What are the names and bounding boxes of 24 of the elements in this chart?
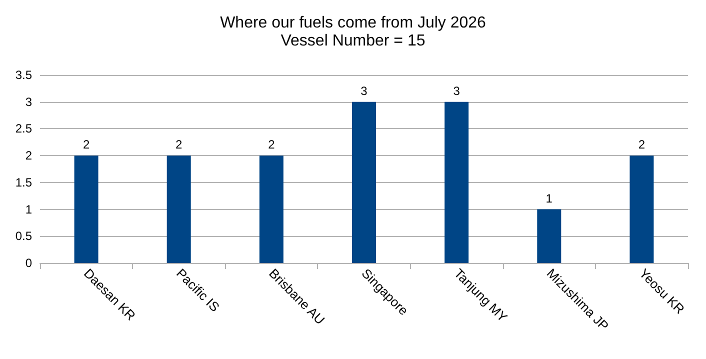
y-tick-label: 2: [25, 148, 32, 163]
bar: [537, 209, 562, 263]
y-tick-label: 1.5: [15, 175, 32, 190]
data-label: 2: [82, 138, 90, 152]
bar: [444, 102, 469, 263]
y-tick-label: 0.5: [15, 229, 32, 244]
y-tick-label: 2.5: [15, 122, 32, 136]
bar: [259, 156, 284, 263]
bar: [352, 102, 376, 263]
y-tick-label: 0: [25, 256, 32, 270]
data-label: 3: [360, 84, 368, 98]
y-tick-label: 1: [25, 202, 32, 216]
data-label: 1: [546, 191, 553, 206]
data-label: 2: [638, 138, 646, 152]
bar: [74, 156, 98, 263]
y-tick-label: 3.5: [15, 68, 32, 82]
data-label: 2: [176, 138, 183, 152]
chart-title: Where our fuels come from July 2026: [220, 14, 486, 32]
bar: [630, 156, 654, 263]
y-tick-label: 3: [25, 94, 32, 109]
data-label: 2: [268, 138, 276, 152]
bar: [166, 156, 191, 263]
chart-subtitle: Vessel Number = 15: [280, 32, 426, 50]
data-label: 3: [453, 84, 460, 98]
